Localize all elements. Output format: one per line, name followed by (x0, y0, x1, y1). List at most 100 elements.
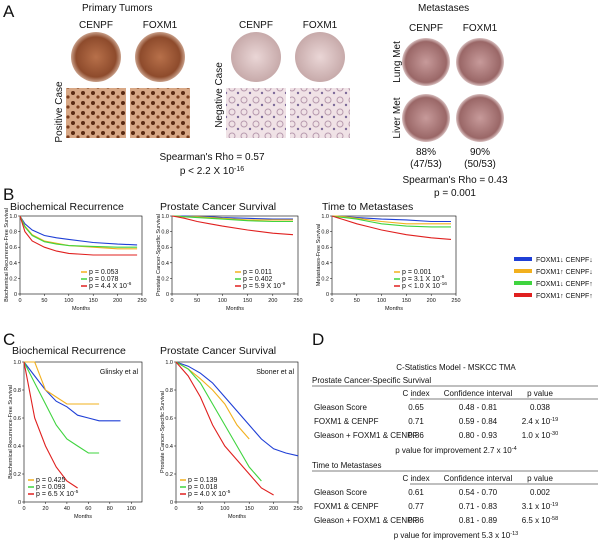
p-value: p < 1.0 X 10-16 (402, 281, 447, 290)
legend-swatch (514, 281, 532, 285)
section-title: Prostate Cancer-Specific Survival (312, 376, 431, 385)
x-tick-label: 0 (22, 506, 25, 512)
p-value-text: p = 0.425 (36, 477, 65, 484)
legend-swatch (514, 293, 532, 297)
p-value: p = 0.011 (243, 269, 272, 276)
survival-curve (331, 215, 451, 228)
tissue-images (66, 32, 504, 142)
x-tick-label: 60 (85, 506, 91, 512)
column-header: C index (402, 474, 429, 483)
table-cell-text: 1.0 x 10 (522, 431, 551, 440)
table-cell: Gleason Score (314, 403, 367, 412)
tma-core (456, 94, 504, 142)
p-value: p = 0.001 (402, 269, 431, 276)
y-tick-label: 0.2 (9, 276, 17, 282)
table-cell: 0.80 - 0.93 (459, 431, 498, 440)
p-value-text: p = 0.018 (188, 484, 217, 491)
table-cell: 1.0 x 10-30 (522, 431, 559, 440)
y-tick-label: 0 (18, 500, 21, 506)
table-cell-text: 6.5 x 10 (522, 516, 551, 525)
p-value-text: p = 0.053 (89, 269, 118, 276)
y-tick-label: 0.8 (13, 388, 21, 394)
plot-title: Biochemical Recurrence (12, 345, 126, 357)
survival-curve (175, 361, 274, 496)
plot-frame (331, 215, 457, 295)
p-value-sup: -5 (226, 489, 231, 495)
survival-curve (175, 361, 299, 457)
table-cell: 2.4 x 10-19 (522, 417, 559, 426)
panel-label: B (3, 185, 14, 204)
improvement-note-sup: -4 (512, 446, 517, 452)
x-tick-label: 150 (89, 298, 98, 304)
p-value-text: p = 6.5 X 10 (36, 491, 74, 498)
attribution: Glinsky et al (100, 369, 139, 376)
plot-frame (19, 215, 143, 295)
table-cell-sup: -30 (550, 431, 558, 437)
p-value: p = 6.5 X 10-5 (36, 489, 79, 498)
table-cell: Gleason + FOXM1 & CENPF (314, 516, 417, 525)
x-tick-label: 50 (41, 298, 47, 304)
survival-curve (23, 361, 78, 489)
table-cell: 0.54 - 0.70 (459, 488, 498, 497)
p-value: p = 0.402 (243, 276, 272, 283)
column-header: CENPF (409, 23, 443, 34)
column-header: FOXM1 (463, 23, 498, 34)
tma-core (71, 32, 121, 82)
section-title: Primary Tumors (82, 3, 153, 14)
row-label: Negative Case (214, 62, 225, 128)
p-value-text: p = 0.139 (188, 477, 217, 484)
table-cell: 0.65 (408, 403, 424, 412)
statistic: Spearman's Rho = 0.43 (402, 175, 507, 186)
x-tick-label: 100 (377, 298, 386, 304)
p-value-text: p = 0.001 (402, 269, 431, 276)
table-cell: 0.86 (408, 431, 424, 440)
row-label: Positive Case (54, 81, 65, 143)
x-tick-label: 150 (243, 298, 252, 304)
y-tick-label: 1.0 (165, 360, 173, 366)
y-axis-label: Biochemical Recurrence-Free Survival (4, 208, 10, 302)
count: (50/53) (464, 159, 496, 170)
table-cell: 0.002 (530, 488, 551, 497)
p-value-text: p = 0.011 (243, 269, 272, 276)
x-tick-label: 250 (451, 298, 460, 304)
table-cell: 0.61 (408, 488, 424, 497)
y-axis-label: Metastases-Free Survival (316, 224, 322, 286)
x-tick-label: 150 (245, 506, 254, 512)
y-tick-label: 1.0 (13, 360, 21, 366)
x-tick-label: 250 (293, 506, 302, 512)
y-tick-label: 0 (326, 292, 329, 298)
p-value: p = 0.018 (188, 484, 217, 491)
plot-title: Biochemical Recurrence (10, 201, 124, 213)
p-value-text: p = 4.0 X 10 (188, 491, 226, 498)
x-tick-label: 50 (194, 298, 200, 304)
x-tick-label: 250 (293, 298, 302, 304)
survival-curve (171, 215, 294, 236)
improvement-note-sup: -13 (510, 531, 518, 537)
legend-swatch (514, 269, 532, 273)
table-cell: 0.81 - 0.89 (459, 516, 498, 525)
x-tick-label: 50 (354, 298, 360, 304)
y-tick-label: 0.4 (165, 444, 173, 450)
y-tick-label: 0.4 (9, 261, 17, 267)
plot-title: Prostate Cancer Survival (160, 201, 276, 213)
x-tick-label: 0 (170, 298, 173, 304)
y-tick-label: 0.4 (161, 261, 169, 267)
survival-curve (24, 361, 100, 405)
improvement-note: p value for improvement 5.3 x 10-13 (394, 531, 519, 540)
y-tick-label: 0 (166, 292, 169, 298)
plot-frame (171, 215, 299, 295)
x-tick-label: 100 (220, 506, 229, 512)
y-tick-label: 0.4 (321, 261, 329, 267)
table-cell: 0.71 (408, 417, 424, 426)
column-header: Confidence interval (444, 389, 513, 398)
p-value-sup: -16 (440, 281, 447, 287)
x-tick-label: 200 (427, 298, 436, 304)
x-tick-label: 250 (137, 298, 146, 304)
percent: 90% (470, 147, 490, 158)
zoom-image (66, 88, 126, 138)
table-cell-sup: -19 (550, 502, 558, 508)
plot-frame (23, 361, 143, 503)
panel-label: C (3, 330, 15, 349)
x-tick-label: 100 (127, 506, 136, 512)
